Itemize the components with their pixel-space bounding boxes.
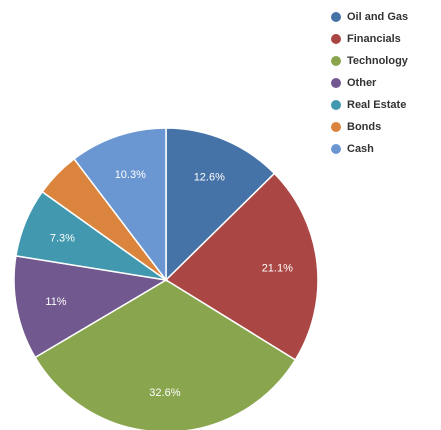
legend-swatch	[331, 100, 341, 110]
legend-label: Other	[347, 77, 377, 89]
legend-label: Financials	[347, 33, 401, 45]
data-label-other: 11%	[45, 296, 66, 308]
legend-item-cash[interactable]: Cash	[331, 138, 408, 160]
legend-item-technology[interactable]: Technology	[331, 50, 408, 72]
legend-swatch	[331, 122, 341, 132]
data-label-cash: 10.3%	[115, 169, 146, 181]
data-label-financials: 21.1%	[262, 263, 293, 275]
pie-slice-technology[interactable]	[34, 279, 297, 430]
legend-item-financials[interactable]: Financials	[331, 28, 408, 50]
legend-item-bonds[interactable]: Bonds	[331, 116, 408, 138]
data-label-oil-and-gas: 12.6%	[194, 172, 225, 184]
legend-label: Oil and Gas	[347, 11, 409, 23]
data-label-technology: 32.6%	[149, 387, 180, 399]
legend-swatch	[331, 144, 341, 154]
pie-slices	[13, 127, 319, 430]
legend-label: Technology	[347, 55, 408, 67]
legend-label: Bonds	[347, 121, 382, 133]
legend-item-oil-and-gas[interactable]: Oil and Gas	[331, 6, 408, 28]
pie-slice-oil-and-gas[interactable]	[165, 127, 276, 282]
legend-label: Real Estate	[347, 99, 407, 111]
legend-swatch	[331, 34, 341, 44]
pie-slice-other[interactable]	[13, 255, 169, 359]
legend-label: Cash	[347, 143, 374, 155]
legend-swatch	[331, 56, 341, 66]
data-label-real-estate: 7.3%	[50, 233, 75, 245]
pie-data-labels: 12.6% 21.1% 32.6% 11% 7.3% 10.3%	[45, 169, 293, 399]
pie-slice-financials[interactable]	[164, 172, 319, 361]
legend-swatch	[331, 12, 341, 22]
legend-item-real-estate[interactable]: Real Estate	[331, 94, 408, 116]
chart-legend: Oil and Gas Financials Technology Other Real…	[331, 6, 408, 160]
legend-swatch	[331, 78, 341, 88]
pie-slice-cash[interactable]	[73, 127, 167, 283]
legend-item-other[interactable]: Other	[331, 72, 408, 94]
